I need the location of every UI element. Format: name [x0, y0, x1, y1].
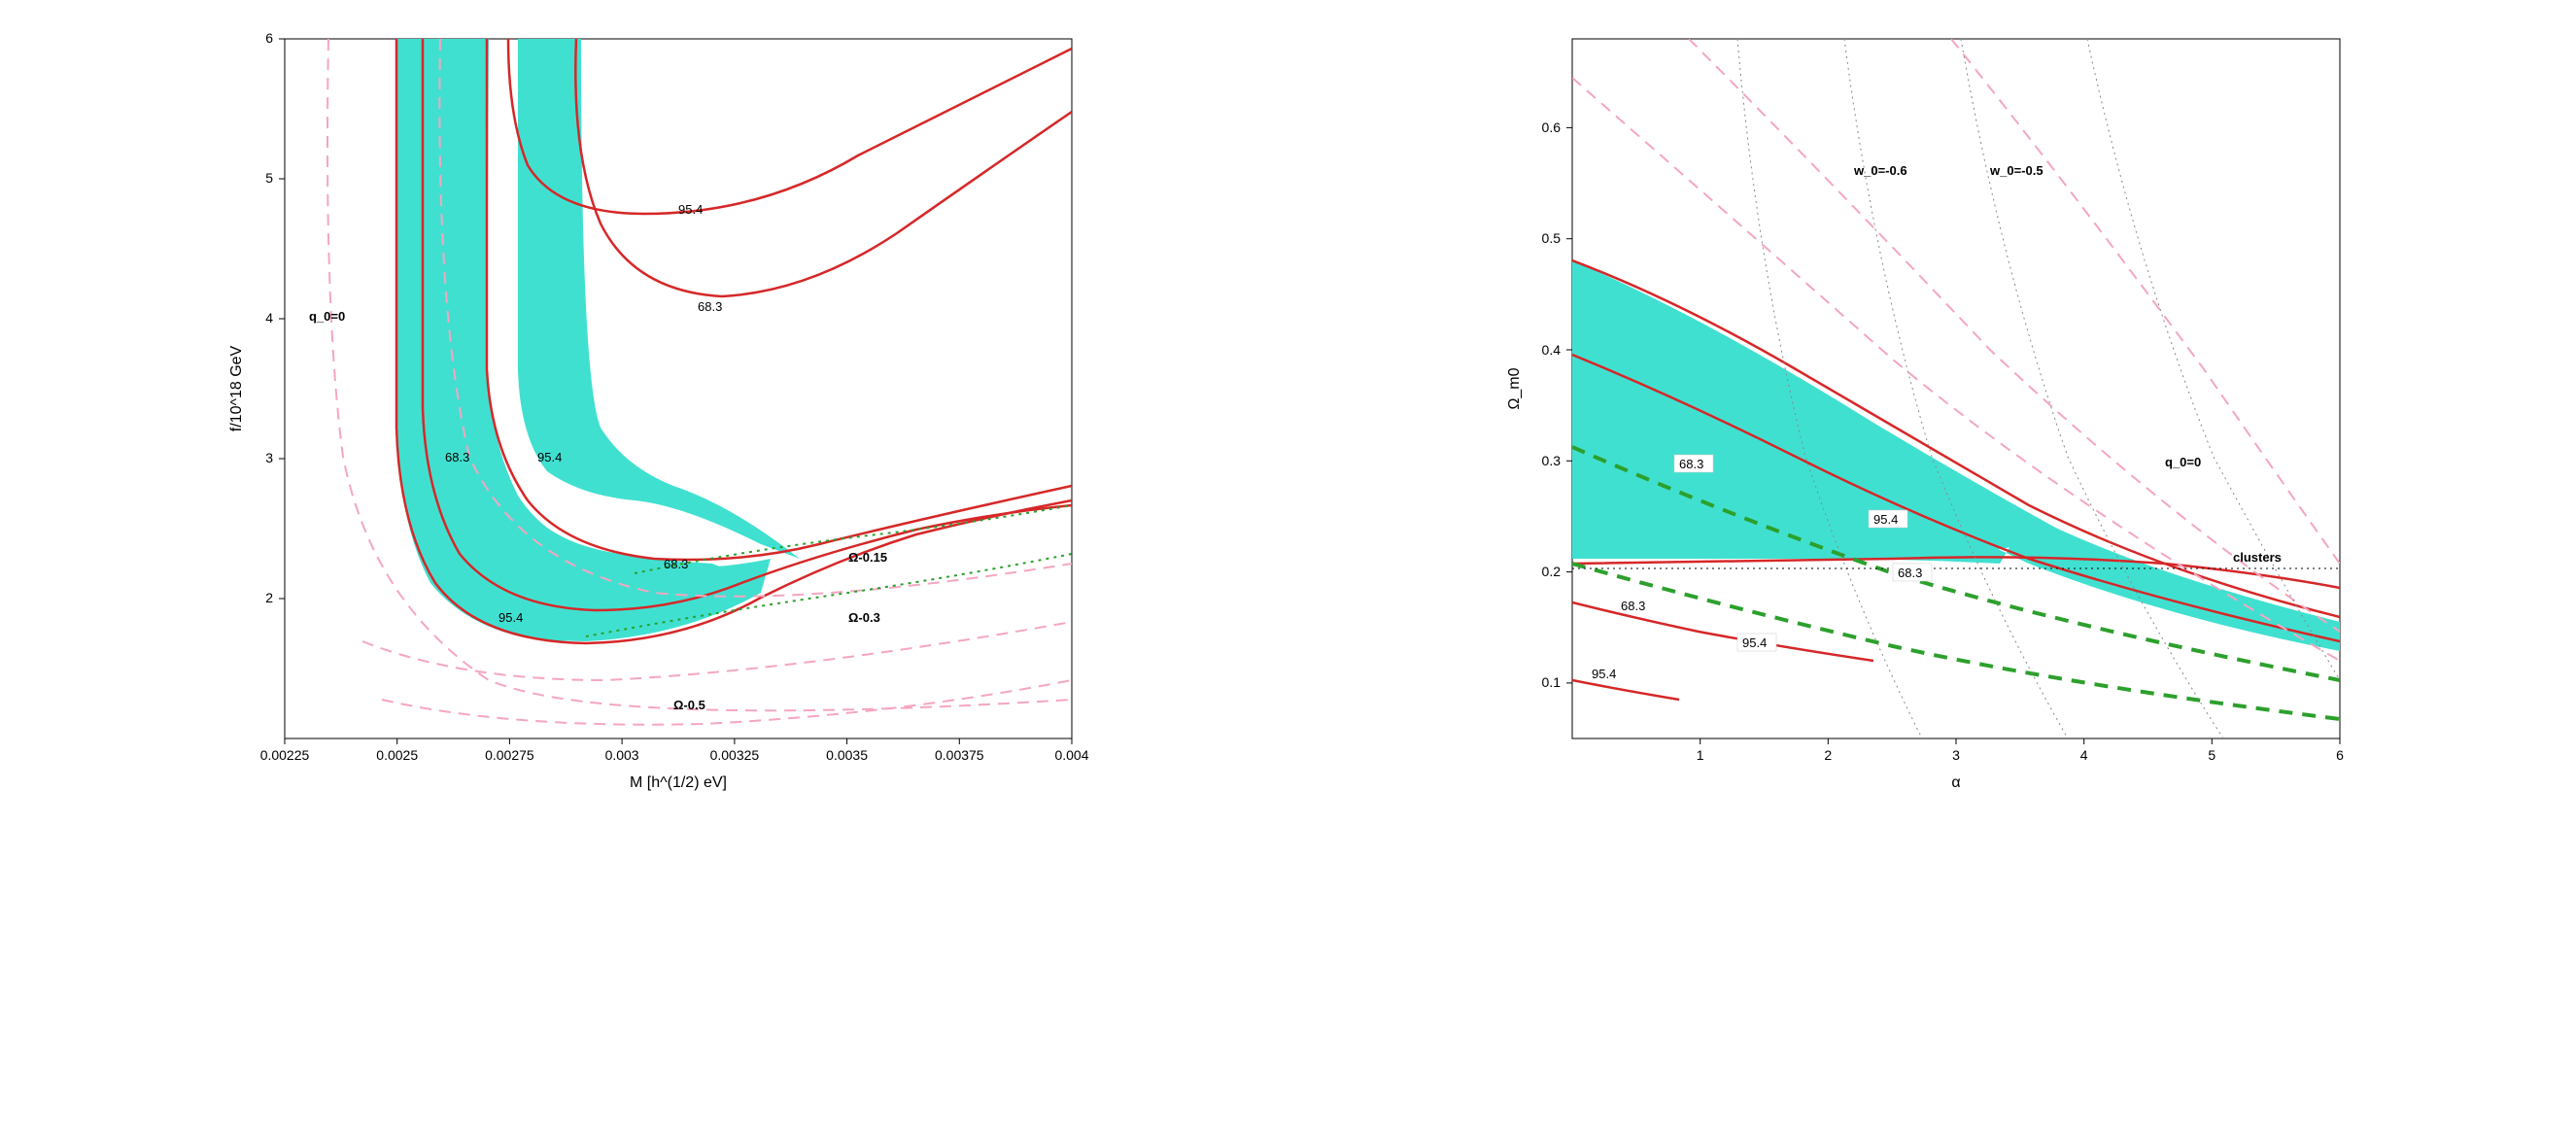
r-fine-2 [1844, 39, 2068, 738]
svg-text:0.0025: 0.0025 [376, 747, 418, 763]
y-ticks-r: 0.1 0.2 0.3 0.4 0.5 0.6 [1542, 120, 1572, 690]
svg-text:0.1: 0.1 [1542, 674, 1562, 690]
ann-683b: 68.3 [698, 299, 722, 314]
r-ann-clusters: clusters [2233, 550, 2282, 565]
svg-text:0.00275: 0.00275 [485, 747, 534, 763]
svg-text:3: 3 [1952, 747, 1960, 763]
r-fine-3 [1961, 39, 2223, 738]
r-ann-w05: w_0=-0.5 [1989, 163, 2044, 178]
r-solid-954-bottom [1572, 680, 1679, 700]
r-ann-q0: q_0=0 [2165, 455, 2201, 469]
svg-text:5: 5 [2209, 747, 2216, 763]
svg-text:3: 3 [265, 450, 273, 465]
ann-683c: 68.3 [664, 557, 688, 571]
x-axis-label-r: α [1952, 774, 1961, 791]
r-dashed-3 [1951, 39, 2340, 564]
x-axis-label: M [h^(1/2) eV] [630, 774, 727, 791]
svg-text:2: 2 [265, 590, 273, 605]
y-axis-label: f/10^18 GeV [228, 345, 245, 431]
ann-om015: Ω-0.15 [848, 550, 887, 565]
ann-q0: q_0=0 [309, 309, 345, 324]
ann-683a: 68.3 [445, 450, 469, 464]
x-ticks: 0.00225 0.0025 0.00275 0.003 0.00325 0.0… [259, 738, 1088, 763]
filled-region-band [1572, 260, 2068, 559]
r-ann-954c: 95.4 [1592, 667, 1616, 681]
svg-text:5: 5 [265, 170, 273, 186]
contour-68-island [575, 39, 1072, 296]
svg-text:0.3: 0.3 [1542, 453, 1562, 468]
r-ann-683b: 68.3 [1898, 566, 1922, 580]
contour-95-outer-island [508, 39, 1072, 214]
dashed-omega-03 [362, 622, 1072, 680]
ann-954c: 95.4 [498, 610, 523, 625]
svg-text:0.00225: 0.00225 [259, 747, 309, 763]
right-chart-container: 1 2 3 4 5 6 0.1 0.2 0.3 0.4 0.5 0.6 α Ω_… [1485, 19, 2359, 797]
dashed-omega-05 [382, 680, 1072, 725]
svg-text:0.4: 0.4 [1542, 342, 1562, 358]
ann-954a: 95.4 [537, 450, 562, 464]
left-chart: 0.00225 0.0025 0.00275 0.003 0.00325 0.0… [217, 19, 1091, 797]
r-ann-w06: w_0=-0.6 [1853, 163, 1907, 178]
left-chart-container: 0.00225 0.0025 0.00275 0.003 0.00325 0.0… [217, 19, 1091, 797]
svg-text:0.0035: 0.0035 [826, 747, 868, 763]
r-ann-954b: 95.4 [1742, 635, 1767, 650]
svg-text:0.00325: 0.00325 [709, 747, 759, 763]
y-ticks: 2 3 4 5 6 [265, 30, 285, 605]
svg-text:6: 6 [2336, 747, 2344, 763]
ann-om05: Ω-0.5 [673, 698, 705, 712]
svg-text:6: 6 [265, 30, 273, 46]
svg-text:0.00375: 0.00375 [935, 747, 984, 763]
ann-954b: 95.4 [678, 202, 703, 217]
svg-text:2: 2 [1825, 747, 1833, 763]
svg-text:0.2: 0.2 [1542, 564, 1562, 579]
ann-om03: Ω-0.3 [848, 610, 880, 625]
x-ticks-r: 1 2 3 4 5 6 [1697, 738, 2344, 763]
svg-text:0.5: 0.5 [1542, 230, 1562, 246]
svg-text:1: 1 [1697, 747, 1704, 763]
svg-text:4: 4 [265, 310, 273, 326]
right-chart: 1 2 3 4 5 6 0.1 0.2 0.3 0.4 0.5 0.6 α Ω_… [1485, 19, 2359, 797]
r-ann-683c: 68.3 [1621, 599, 1645, 613]
r-ann-954a: 95.4 [1873, 512, 1898, 527]
svg-text:0.004: 0.004 [1054, 747, 1088, 763]
svg-text:0.003: 0.003 [604, 747, 638, 763]
r-ann-683a: 68.3 [1679, 457, 1703, 471]
svg-text:0.6: 0.6 [1542, 120, 1562, 135]
y-axis-label-r: Ω_m0 [1506, 367, 1523, 409]
svg-text:4: 4 [2080, 747, 2088, 763]
